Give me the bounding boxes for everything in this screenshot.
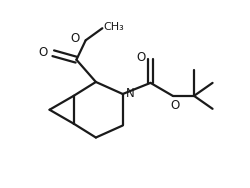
Text: CH₃: CH₃	[103, 22, 124, 32]
Text: O: O	[169, 99, 178, 112]
Text: O: O	[70, 32, 80, 45]
Text: O: O	[38, 46, 48, 59]
Text: N: N	[126, 86, 134, 100]
Text: O: O	[136, 51, 145, 64]
